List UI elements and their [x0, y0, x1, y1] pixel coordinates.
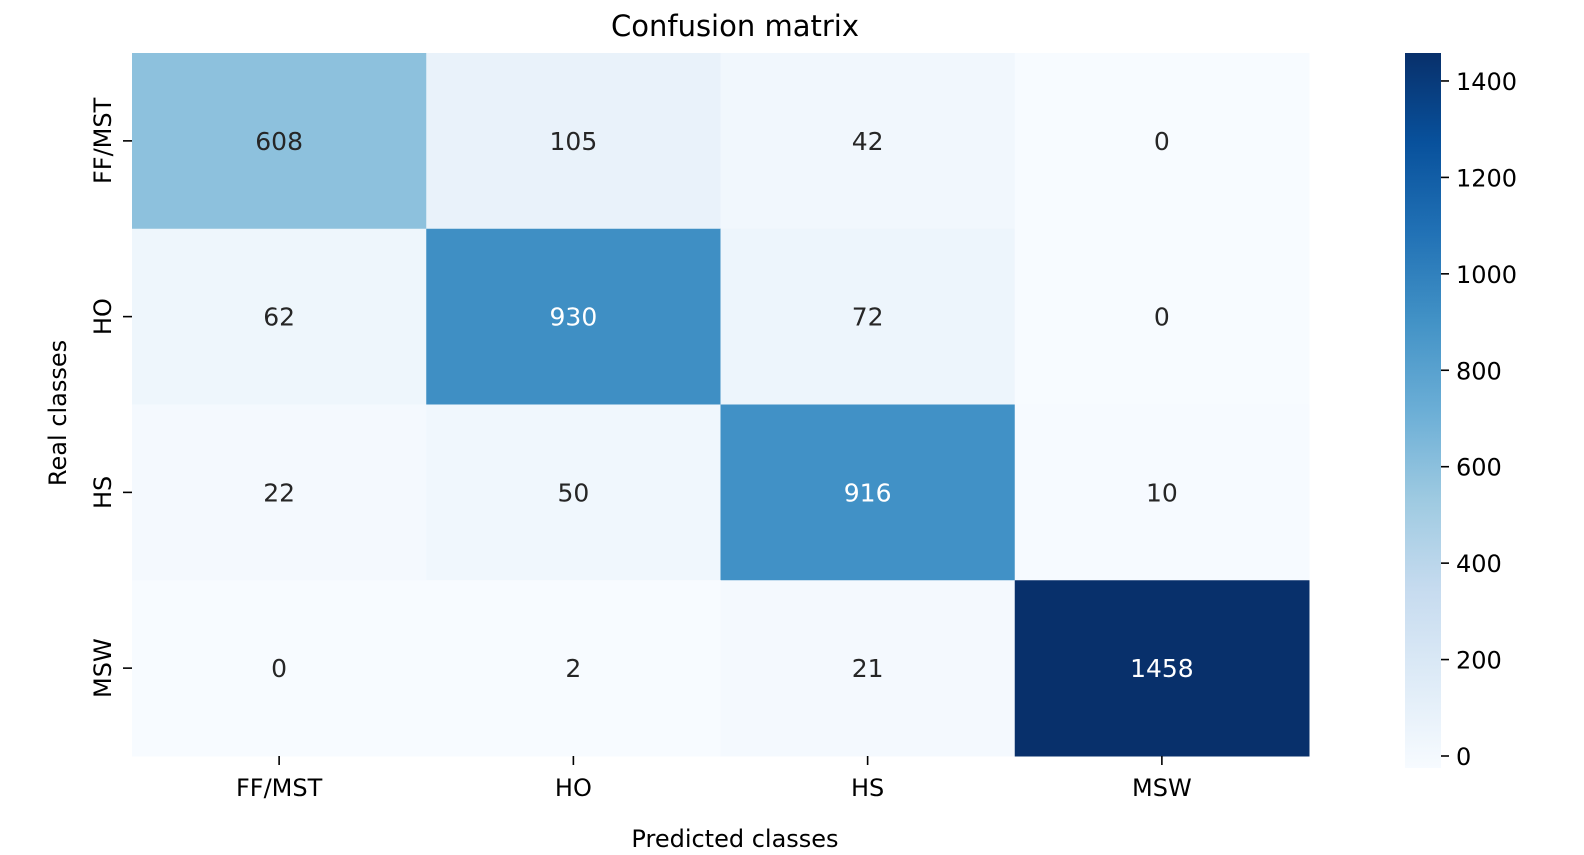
- y-tick-label: FF/MST: [89, 97, 117, 184]
- heatmap-cell: [132, 404, 427, 581]
- heatmap-cell: [1014, 228, 1310, 405]
- heatmap-cells: 608 105 42 0 62 930 72 0 22 50 916 10 0 2 21 1458: [132, 53, 1310, 757]
- heatmap-cell: [1014, 53, 1310, 230]
- heatmap-cell: [426, 404, 721, 581]
- heatmap-cell: [426, 228, 721, 405]
- colorbar-tick-label: 1200: [1456, 164, 1517, 192]
- heatmap-cell: [720, 228, 1016, 405]
- cell-value-label: 608: [255, 127, 303, 156]
- y-tick-label: HO: [89, 298, 117, 335]
- y-tick-label: MSW: [89, 638, 117, 698]
- heatmap-cell: [426, 53, 721, 230]
- chart-title: Confusion matrix: [611, 9, 859, 43]
- heatmap-cell: [720, 404, 1016, 581]
- cell-value-label: 10: [1146, 478, 1178, 507]
- x-tick-label: MSW: [1132, 774, 1192, 802]
- colorbar-tick-label: 400: [1456, 550, 1502, 578]
- cell-value-label: 916: [844, 478, 892, 507]
- colorbar-gradient: [1405, 53, 1441, 768]
- cell-value-label: 2: [565, 654, 581, 683]
- x-axis-label: Predicted classes: [631, 825, 838, 853]
- cell-value-label: 21: [852, 654, 884, 683]
- colorbar-tick-label: 800: [1456, 357, 1502, 385]
- cell-value-label: 22: [263, 478, 295, 507]
- colorbar-tick-label: 0: [1456, 743, 1471, 771]
- y-axis-label: Real classes: [44, 340, 72, 486]
- colorbar: 0 200 400 600 800 1000 1200 1400: [1405, 53, 1517, 771]
- cell-value-label: 930: [550, 303, 598, 332]
- cell-value-label: 50: [557, 478, 589, 507]
- colorbar-tick-label: 200: [1456, 647, 1502, 675]
- colorbar-tick-label: 1400: [1456, 68, 1517, 96]
- y-axis-ticks: FF/MST HO HS MSW: [89, 97, 132, 698]
- cell-value-label: 62: [263, 303, 295, 332]
- cell-value-label: 0: [1154, 303, 1170, 332]
- x-axis-ticks: FF/MST HO HS MSW: [236, 756, 1192, 802]
- x-tick-label: HS: [851, 774, 884, 802]
- heatmap-cell: [720, 53, 1016, 230]
- y-tick-label: HS: [89, 476, 117, 509]
- heatmap-cell: [132, 580, 427, 757]
- colorbar-tick-label: 600: [1456, 454, 1502, 482]
- heatmap-cell: [1014, 404, 1310, 581]
- heatmap-cell: [426, 580, 721, 757]
- cell-value-label: 105: [550, 127, 598, 156]
- colorbar-tick-label: 1000: [1456, 261, 1517, 289]
- cell-value-label: 1458: [1130, 654, 1194, 683]
- heatmap-cell: [1014, 580, 1310, 757]
- cell-value-label: 0: [1154, 127, 1170, 156]
- cell-value-label: 42: [852, 127, 884, 156]
- cell-value-label: 0: [271, 654, 287, 683]
- cell-value-label: 72: [852, 303, 884, 332]
- x-tick-label: HO: [555, 774, 592, 802]
- heatmap-cell: [720, 580, 1016, 757]
- x-tick-label: FF/MST: [236, 774, 323, 802]
- heatmap-cell: [132, 228, 427, 405]
- heatmap-cell: [132, 53, 427, 230]
